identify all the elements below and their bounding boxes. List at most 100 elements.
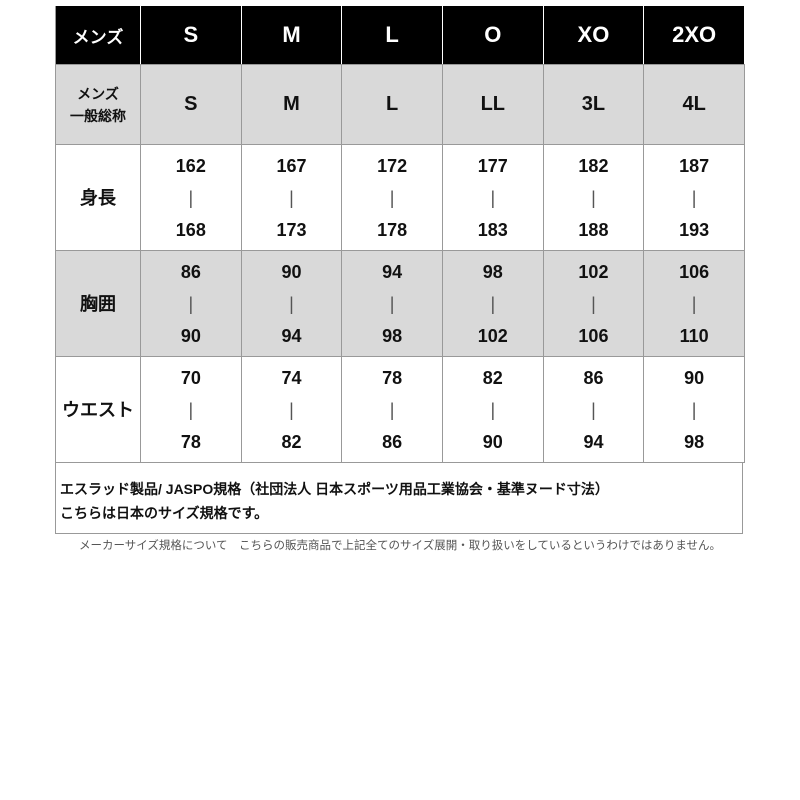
range-min: 182 <box>578 155 609 176</box>
general-label-line1: メンズ <box>77 85 119 102</box>
range-cell: 162 | 168 <box>140 144 242 251</box>
range-separator: | <box>591 293 596 314</box>
range-max: 90 <box>180 325 201 346</box>
note-line2: こちらは日本のサイズ規格です。 <box>60 505 269 521</box>
range-min: 162 <box>175 155 206 176</box>
range-separator: | <box>289 399 294 420</box>
range-cell: 167 | 173 <box>240 144 343 251</box>
range-max: 78 <box>180 431 201 452</box>
standard-note: エスラッド製品/ JASPO規格（社団法人 日本スポーツ用品工業協会・基準ヌード… <box>55 462 743 534</box>
size-header: S <box>140 5 242 65</box>
range-max: 98 <box>382 325 403 346</box>
range-cell: 90 | 98 <box>643 356 745 463</box>
range-cell: 94 | 98 <box>341 250 443 357</box>
note-line1: エスラッド製品/ JASPO規格（社団法人 日本スポーツ用品工業協会・基準ヌード… <box>60 481 609 497</box>
range-min: 94 <box>382 261 403 282</box>
range-max: 82 <box>281 431 302 452</box>
range-min: 98 <box>482 261 503 282</box>
range-cell: 90 | 94 <box>240 250 343 357</box>
range-separator: | <box>691 399 697 420</box>
general-size: S <box>140 64 242 145</box>
range-separator: | <box>188 293 194 314</box>
range-max: 94 <box>583 431 604 452</box>
range-max: 168 <box>175 219 206 240</box>
range-min: 106 <box>679 261 710 282</box>
range-separator: | <box>691 293 697 314</box>
range-cell: 74 | 82 <box>240 356 343 463</box>
range-min: 102 <box>578 261 609 282</box>
size-chart-table: メンズ S M L O XO 2XO メンズ一般総称 S M L LL 3L 4… <box>55 5 745 463</box>
range-separator: | <box>188 187 194 208</box>
range-max: 86 <box>382 431 403 452</box>
range-cell: 182 | 188 <box>542 144 645 251</box>
measurement-label: 身長 <box>55 144 141 251</box>
general-label: メンズ 一般総称 <box>55 64 141 145</box>
range-cell: 102 | 106 <box>542 250 645 357</box>
range-max: 110 <box>679 325 709 346</box>
range-separator: | <box>289 293 294 314</box>
footer-disclaimer: メーカーサイズ規格について こちらの販売商品で上記全てのサイズ展開・取り扱いをし… <box>78 540 722 552</box>
range-cell: 70 | 78 <box>140 356 242 463</box>
range-max: 183 <box>477 219 508 240</box>
range-separator: | <box>691 187 697 208</box>
range-separator: | <box>188 399 194 420</box>
size-header: 2XO <box>643 5 745 65</box>
range-min: 172 <box>377 155 408 176</box>
range-min: 90 <box>684 367 705 388</box>
general-size: M <box>240 64 343 145</box>
general-size-row: メンズ一般総称 S M L LL 3L 4L <box>55 64 745 145</box>
range-cell: 177 | 183 <box>441 144 544 251</box>
range-cell: 98 | 102 <box>441 250 544 357</box>
general-size: L <box>341 64 443 145</box>
range-min: 187 <box>679 155 710 176</box>
range-min: 78 <box>382 367 403 388</box>
range-max: 90 <box>482 431 503 452</box>
range-cell: 86 | 90 <box>140 250 242 357</box>
range-min: 70 <box>180 367 201 388</box>
range-separator: | <box>490 187 496 208</box>
header-row: メンズ S M L O XO 2XO <box>55 5 745 65</box>
range-max: 188 <box>578 219 609 240</box>
range-max: 106 <box>578 325 609 346</box>
range-separator: | <box>389 399 395 420</box>
header-label: メンズ <box>55 5 141 65</box>
measurement-label: ウエスト <box>55 356 141 463</box>
range-separator: | <box>591 399 596 420</box>
range-cell: 106 | 110 <box>643 250 745 357</box>
measurement-row: 胸囲 86 | 90 90 | 94 94 | 98 98 | 102 102 | 106 106 | 110 <box>55 250 745 357</box>
range-max: 94 <box>281 325 302 346</box>
range-cell: 86 | 94 <box>542 356 645 463</box>
range-min: 74 <box>281 367 302 388</box>
range-separator: | <box>490 293 496 314</box>
general-size: LL <box>441 64 544 145</box>
range-cell: 82 | 90 <box>441 356 544 463</box>
size-header: XO <box>542 5 645 65</box>
range-min: 177 <box>477 155 508 176</box>
range-separator: | <box>490 399 496 420</box>
size-header: M <box>240 5 343 65</box>
measurement-row: 身長 162 | 168 167 | 173 172 | 178 177 | 183 182 | 188 187… <box>55 144 745 251</box>
range-max: 102 <box>477 325 508 346</box>
range-cell: 172 | 178 <box>341 144 443 251</box>
range-min: 86 <box>583 367 604 388</box>
measurement-label: 胸囲 <box>55 250 141 357</box>
range-min: 86 <box>180 261 201 282</box>
range-cell: 187 | 193 <box>643 144 745 251</box>
range-separator: | <box>389 187 395 208</box>
general-size: 3L <box>542 64 645 145</box>
measurement-row: ウエスト 70 | 78 74 | 82 78 | 86 82 | 90 86 | 94 90 | 98 <box>55 356 745 463</box>
range-max: 173 <box>276 219 307 240</box>
range-min: 82 <box>482 367 503 388</box>
size-header: L <box>341 5 443 65</box>
general-size: 4L <box>643 64 745 145</box>
range-cell: 78 | 86 <box>341 356 443 463</box>
range-min: 90 <box>281 261 302 282</box>
size-header: O <box>441 5 544 65</box>
range-max: 193 <box>679 219 710 240</box>
range-min: 167 <box>276 155 307 176</box>
general-label-line2: 一般総称 <box>70 107 126 124</box>
range-separator: | <box>591 187 596 208</box>
range-max: 178 <box>377 219 408 240</box>
range-separator: | <box>389 293 395 314</box>
range-separator: | <box>289 187 294 208</box>
